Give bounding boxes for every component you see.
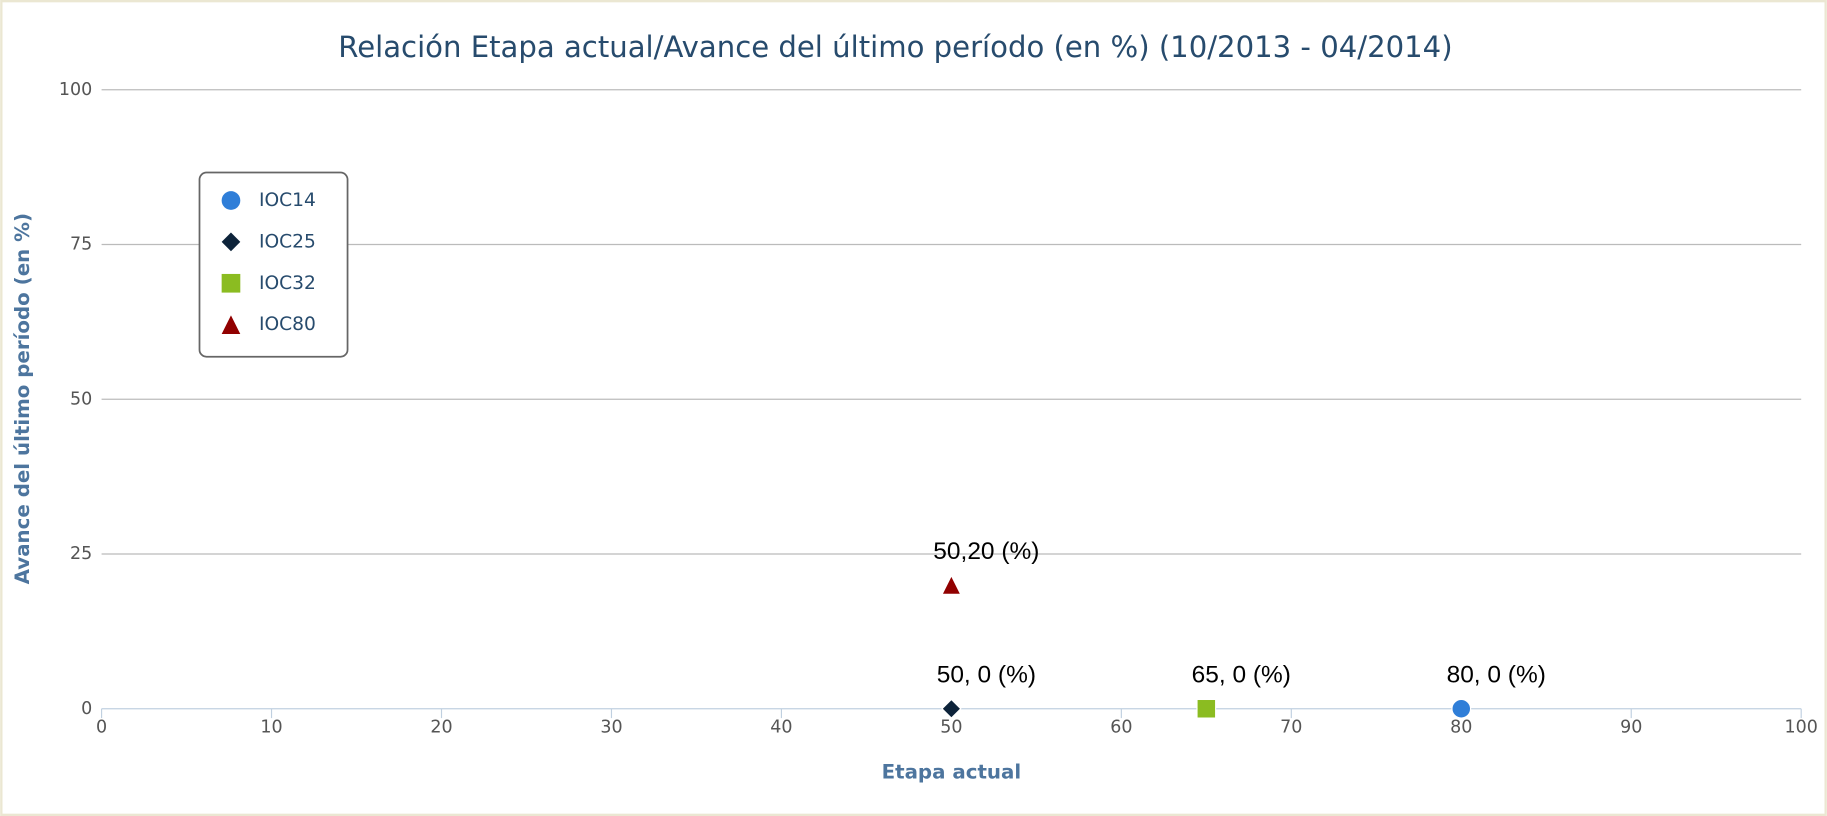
- x-tick-label: 40: [770, 717, 792, 737]
- marker: [221, 315, 241, 334]
- data-label: 50,20 (%): [933, 538, 1039, 565]
- legend-label: IOC14: [259, 190, 316, 211]
- data-label: 50, 0 (%): [937, 662, 1036, 689]
- data-label: 80, 0 (%): [1447, 662, 1546, 689]
- x-tick-label: 80: [1450, 717, 1472, 737]
- y-tick-label: 25: [70, 544, 92, 564]
- legend-label: IOC32: [259, 273, 316, 294]
- marker: [941, 698, 962, 719]
- legend: IOC14 IOC25 IOC32 IOC80: [198, 171, 349, 358]
- x-tick-label: 50: [940, 717, 962, 737]
- legend-label: IOC80: [259, 314, 316, 335]
- y-axis-label: Avance del último período (en %): [11, 213, 34, 584]
- marker: [221, 191, 241, 210]
- x-tick-label: 100: [1785, 717, 1818, 737]
- y-tick-label: 100: [59, 80, 92, 100]
- x-tick-label: 30: [600, 717, 622, 737]
- y-tick-label: 0: [81, 699, 92, 719]
- marker: [221, 232, 241, 252]
- chart-title: Relación Etapa actual/Avance del último …: [338, 30, 1452, 64]
- marker: [1451, 698, 1472, 719]
- x-tick-label: 70: [1280, 717, 1302, 737]
- x-tick-label: 60: [1110, 717, 1132, 737]
- data-label: 65, 0 (%): [1192, 662, 1291, 689]
- legend-box: [198, 171, 349, 358]
- x-tick-label: 10: [260, 717, 282, 737]
- y-tick-label: 75: [70, 235, 92, 255]
- x-axis-label: Etapa actual: [882, 760, 1022, 783]
- x-tick-label: 0: [96, 717, 107, 737]
- marker: [221, 273, 241, 293]
- y-tick-label: 50: [70, 389, 92, 409]
- legend-label: IOC25: [259, 231, 316, 252]
- x-tick-label: 90: [1620, 717, 1642, 737]
- marker: [941, 574, 962, 595]
- x-tick-label: 20: [430, 717, 452, 737]
- marker: [1196, 698, 1217, 719]
